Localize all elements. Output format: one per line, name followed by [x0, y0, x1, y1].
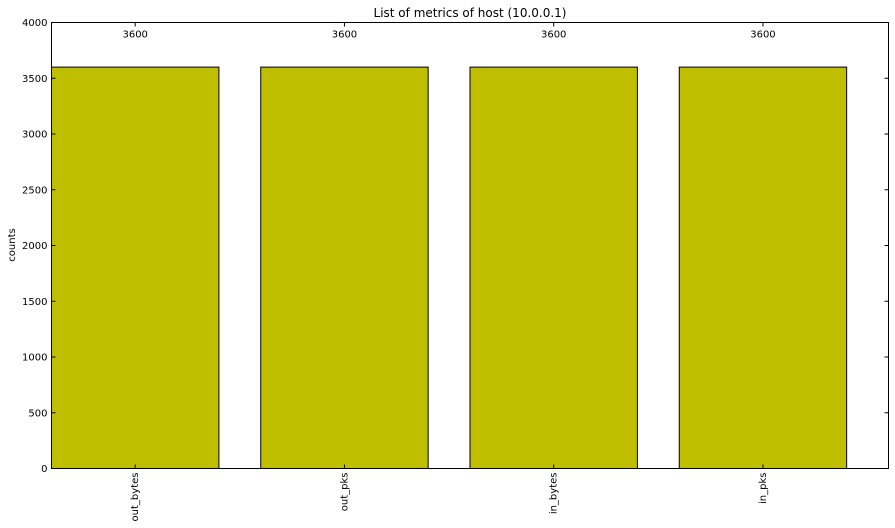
data-labels-group: 3600 3600 3600 3600: [122, 30, 775, 41]
bars-group: [51, 66, 848, 469]
y-tick-label: 0: [41, 464, 47, 475]
y-tick-label: 3500: [22, 74, 47, 85]
y-axis-ticks: 0 500 1000 1500 2000 2500 3000 3500 4000: [22, 18, 889, 475]
bar-out-pks: [260, 66, 429, 469]
y-tick-label: 4000: [22, 18, 47, 29]
x-tick-label: in_bytes: [549, 473, 560, 515]
y-tick-label: 2000: [22, 241, 47, 252]
bar-in-pks: [678, 66, 848, 469]
bar-out-bytes: [51, 66, 220, 469]
bar-in-bytes: [469, 66, 638, 469]
y-tick-label: 2500: [22, 185, 47, 196]
x-tick-label: out_bytes: [130, 473, 141, 522]
data-label-out-bytes: 3600: [122, 30, 147, 41]
data-label-out-pks: 3600: [332, 30, 357, 41]
y-tick-label: 500: [28, 408, 47, 419]
chart-title: List of metrics of host (10.0.0.1): [374, 6, 567, 20]
x-tick-label: out_pks: [339, 473, 350, 512]
y-tick-label: 1000: [22, 353, 47, 364]
y-tick-label: 3000: [22, 130, 47, 141]
y-tick-label: 1500: [22, 297, 47, 308]
plot-frame: [51, 22, 889, 469]
x-tick-label: in_pks: [758, 473, 769, 504]
x-axis-ticks: out_bytes out_pks in_bytes in_pks: [130, 22, 769, 522]
data-label-in-bytes: 3600: [541, 30, 566, 41]
data-label-in-pks: 3600: [750, 30, 775, 41]
y-axis-label: counts: [7, 228, 18, 261]
